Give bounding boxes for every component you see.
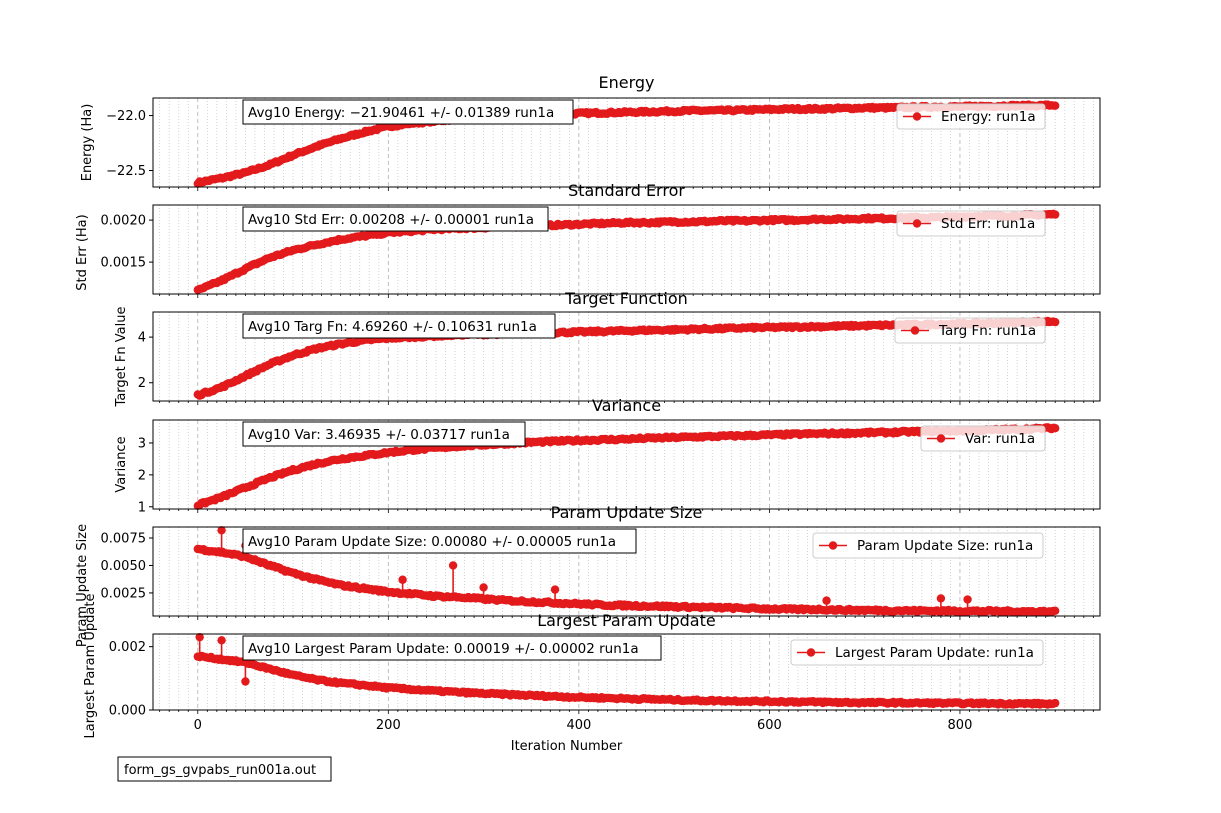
annotation-box: [242, 635, 662, 661]
y-axis-label: Param Update Size: [75, 524, 90, 647]
spike-point: [448, 561, 458, 570]
panel-6: 0.000 0.002 Largest Param Update Largest Pa…: [83, 594, 1101, 739]
y-tick-label: 0.0025: [101, 586, 147, 601]
annotation-text: Avg10 Largest Param Update: 0.00019 +/- …: [248, 641, 639, 657]
x-tick-label: 200: [376, 718, 401, 733]
legend-label: Param Update Size: run1a: [857, 538, 1033, 554]
legend-label: Energy: run1a: [941, 109, 1036, 125]
panel-title: Target Function: [564, 289, 688, 308]
panel-title: Standard Error: [568, 181, 685, 200]
panel-5: 0.0025 0.0050 0.0075 Param Update Size Param…: [75, 503, 1101, 647]
y-axis-label: Largest Param Update: [83, 594, 98, 739]
data-point: [1051, 101, 1060, 110]
annotation-text: Avg10 Std Err: 0.00208 +/- 0.00001 run1a: [248, 212, 534, 228]
y-tick-label: 0.0050: [101, 559, 147, 574]
panel-title: Energy: [598, 73, 654, 92]
annotation-box: [242, 421, 526, 447]
data-point: [1051, 606, 1060, 615]
spike-point: [241, 677, 250, 686]
legend-marker: [910, 326, 920, 335]
spike-point: [479, 583, 488, 592]
spike-point: [398, 575, 407, 584]
legend-box: [920, 425, 1046, 452]
panel-4: 1 2 3 Variance Variance Avg10 Var: 3.46935 +/…: [114, 396, 1101, 515]
legend-box: [812, 532, 1044, 559]
legend-box: [894, 317, 1046, 344]
spike-point: [195, 632, 204, 642]
annotation-text: Avg10 Var: 3.46935 +/- 0.03717 run1a: [248, 427, 510, 443]
panel-3: 2 4 Target Function Target Fn Value Avg10 Ta…: [114, 289, 1101, 408]
data-point: [1051, 210, 1060, 219]
y-tick-label: 0.0075: [101, 531, 147, 546]
spike-point: [963, 595, 972, 604]
legend-label: Std Err: run1a: [941, 216, 1035, 232]
y-tick-label: 0.002: [109, 640, 146, 655]
legend-box: [790, 639, 1044, 666]
legend-marker: [912, 219, 922, 228]
footer-box: form_gs_gvpabs_run001a.out: [117, 756, 332, 782]
y-tick-label: 3: [138, 436, 146, 451]
spike-point: [822, 596, 831, 605]
y-tick-label: −22.0: [106, 109, 146, 124]
panel-title: Variance: [592, 396, 661, 415]
footer-label: form_gs_gvpabs_run001a.out: [124, 763, 316, 778]
y-axis-label: Energy (Ha): [80, 104, 95, 182]
annotation-box: [242, 206, 549, 232]
annotation-box: [242, 528, 637, 554]
y-tick-label: 4: [138, 331, 146, 346]
legend-marker: [912, 112, 922, 121]
y-tick-label: 2: [138, 468, 146, 483]
x-axis-label: Iteration Number: [511, 739, 623, 754]
legend-marker: [936, 434, 946, 443]
x-tick-label: 400: [566, 718, 591, 733]
spike-point: [217, 526, 226, 535]
series-markers: [193, 651, 1060, 709]
panel-1: −22.5 −22.0 Energy Energy (Ha) Avg10 Energy:…: [80, 73, 1101, 191]
x-tick-label: 800: [948, 718, 973, 733]
data-point: [1051, 424, 1060, 433]
panel-title: Param Update Size: [551, 503, 703, 522]
panel-title: Largest Param Update: [537, 611, 715, 630]
y-axis-label: Std Err (Ha): [75, 214, 90, 290]
x-axis: 0 200 400 600 800 Iteration Number: [194, 718, 973, 754]
y-tick-label: 2: [138, 376, 146, 391]
y-tick-label: 1: [138, 500, 146, 515]
y-tick-label: −22.5: [106, 164, 146, 179]
chart-panels: −22.5 −22.0 Energy Energy (Ha) Avg10 Energy:…: [75, 73, 1101, 739]
legend-marker: [828, 541, 838, 550]
y-tick-label: 0.0015: [101, 256, 147, 271]
series-markers: [193, 544, 1060, 617]
legend-label: Var: run1a: [965, 431, 1035, 447]
data-point: [1051, 698, 1060, 708]
annotation-box: [242, 313, 556, 339]
data-point: [1051, 317, 1060, 327]
x-tick-label: 0: [194, 718, 202, 733]
y-tick-label: 0.0020: [101, 214, 147, 229]
legend-label: Largest Param Update: run1a: [835, 645, 1034, 661]
legend-box: [896, 210, 1046, 237]
annotation-text: Avg10 Energy: −21.90461 +/- 0.01389 run1…: [248, 105, 554, 121]
annotation-text: Avg10 Param Update Size: 0.00080 +/- 0.0…: [248, 534, 616, 550]
legend-box: [896, 103, 1046, 130]
annotation-box: [242, 99, 574, 125]
spike-point: [217, 636, 226, 645]
y-axis-label: Variance: [114, 436, 129, 492]
spike-point: [936, 594, 946, 603]
x-tick-label: 600: [757, 718, 782, 733]
y-axis-label: Target Fn Value: [114, 307, 129, 408]
footer-box-frame: [117, 756, 332, 782]
panel-2: 0.0015 0.0020 Standard Error Std Err (Ha) Av…: [75, 181, 1101, 298]
legend-label: Targ Fn: run1a: [938, 323, 1036, 339]
legend-marker: [806, 648, 816, 657]
annotation-text: Avg10 Targ Fn: 4.69260 +/- 0.10631 run1a: [248, 319, 537, 335]
spike-point: [550, 585, 560, 594]
y-tick-label: 0.000: [109, 704, 146, 719]
